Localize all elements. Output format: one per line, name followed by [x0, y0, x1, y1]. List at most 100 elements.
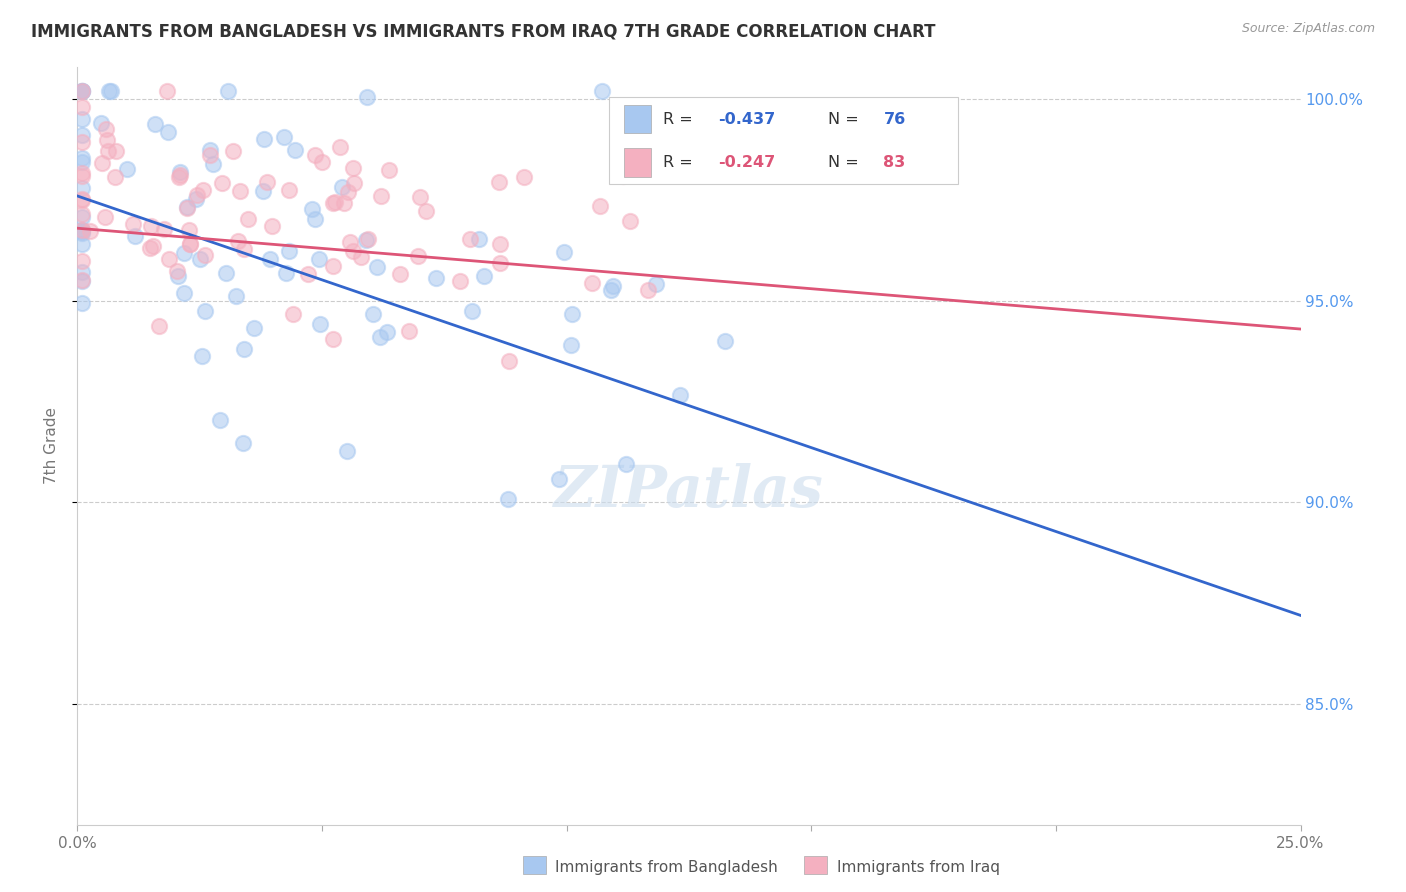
Point: [389, 267, 412, 281]
Point: [461, 304, 484, 318]
Point: [232, 342, 254, 356]
Point: [70, 265, 93, 279]
Point: [70, 223, 93, 237]
Point: [368, 330, 391, 344]
Point: [669, 388, 692, 402]
Point: [169, 168, 191, 182]
Point: [278, 183, 301, 197]
Point: [232, 242, 254, 256]
Point: [560, 338, 582, 352]
Point: [156, 125, 179, 139]
Point: [236, 212, 259, 227]
Point: [259, 252, 281, 266]
Point: [145, 116, 167, 130]
Point: [70, 128, 93, 143]
Point: [215, 267, 238, 281]
Point: [311, 155, 333, 169]
Point: [330, 180, 353, 194]
Point: [70, 84, 93, 98]
Point: [103, 169, 125, 184]
Point: [322, 195, 344, 210]
Point: [70, 253, 93, 268]
Point: [619, 214, 641, 228]
Point: [70, 152, 93, 166]
Point: [179, 237, 201, 252]
Point: [70, 192, 93, 206]
Point: [375, 326, 398, 340]
Point: [356, 232, 378, 246]
Point: [105, 144, 128, 158]
Point: [322, 332, 344, 346]
Point: [190, 349, 212, 363]
Bar: [523, 856, 546, 874]
Point: [70, 272, 93, 286]
Point: [70, 84, 93, 98]
Point: [208, 413, 231, 427]
Point: [612, 169, 634, 183]
Point: [225, 289, 247, 303]
Point: [356, 233, 378, 247]
Point: [329, 140, 352, 154]
Point: [645, 277, 668, 292]
Y-axis label: 7th Grade: 7th Grade: [44, 408, 59, 484]
Point: [336, 185, 359, 199]
Point: [70, 223, 93, 237]
Point: [141, 219, 163, 234]
Point: [222, 144, 245, 158]
Point: [252, 184, 274, 198]
Point: [614, 457, 637, 471]
Point: [243, 321, 266, 335]
Text: ZIPatlas: ZIPatlas: [554, 463, 824, 520]
Point: [115, 161, 138, 176]
Point: [70, 237, 93, 252]
Point: [157, 252, 180, 267]
Point: [70, 210, 93, 224]
Point: [561, 307, 583, 321]
Point: [308, 317, 330, 331]
Point: [458, 232, 481, 246]
Point: [472, 268, 495, 283]
Point: [100, 84, 122, 98]
Text: Immigrants from Iraq: Immigrants from Iraq: [837, 860, 1000, 874]
Point: [184, 192, 207, 206]
Point: [488, 256, 510, 270]
Point: [425, 271, 447, 285]
Point: [211, 176, 233, 190]
Point: [96, 132, 118, 146]
Point: [256, 175, 278, 189]
Point: [342, 161, 364, 176]
Point: [498, 491, 520, 506]
Point: [70, 154, 93, 169]
Point: [553, 245, 575, 260]
Point: [177, 223, 200, 237]
Point: [79, 225, 101, 239]
FancyBboxPatch shape: [609, 97, 957, 185]
Point: [342, 176, 364, 190]
Point: [336, 444, 359, 458]
Point: [186, 188, 208, 202]
Point: [198, 147, 221, 161]
Text: 76: 76: [883, 112, 905, 127]
Text: N =: N =: [828, 112, 865, 127]
Point: [142, 239, 165, 253]
Point: [173, 286, 195, 301]
Point: [599, 283, 621, 297]
Point: [498, 354, 520, 368]
Bar: [804, 856, 827, 874]
Point: [512, 170, 534, 185]
Point: [70, 84, 93, 98]
Point: [156, 84, 179, 98]
Text: 83: 83: [883, 155, 905, 170]
Point: [139, 241, 162, 255]
Point: [581, 276, 603, 290]
Point: [398, 324, 420, 338]
Point: [274, 266, 297, 280]
Point: [90, 116, 112, 130]
Point: [176, 200, 198, 214]
Text: IMMIGRANTS FROM BANGLADESH VS IMMIGRANTS FROM IRAQ 7TH GRADE CORRELATION CHART: IMMIGRANTS FROM BANGLADESH VS IMMIGRANTS…: [31, 22, 935, 40]
Point: [602, 278, 624, 293]
Point: [169, 165, 191, 179]
Point: [339, 235, 361, 249]
Point: [70, 274, 93, 288]
Point: [70, 296, 93, 310]
